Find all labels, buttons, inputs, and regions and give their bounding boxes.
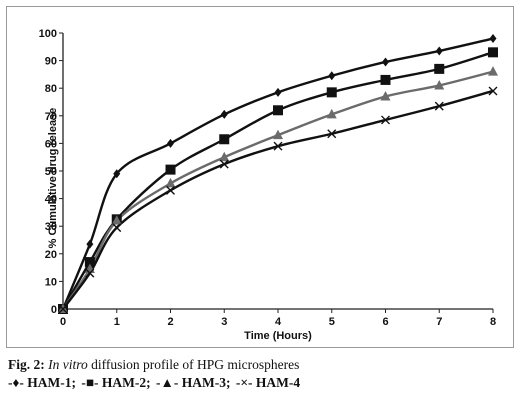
legend-label: HAM-1; xyxy=(27,375,76,390)
data-point-ham-2 xyxy=(165,164,176,175)
x-tick-label: 4 xyxy=(275,316,282,328)
caption-figure-label: Fig. 2: xyxy=(8,357,45,372)
legend-label: HAM-3; xyxy=(181,375,231,390)
x-tick-label: 7 xyxy=(436,316,442,328)
data-point-ham-1 xyxy=(113,169,121,179)
y-tick-label: 0 xyxy=(51,304,57,316)
data-point-ham-4 xyxy=(327,129,337,139)
data-point-ham-2 xyxy=(219,134,230,145)
data-point-ham-3 xyxy=(434,79,445,90)
y-tick-label: 50 xyxy=(45,166,57,178)
data-point-ham-2 xyxy=(434,63,445,74)
data-point-ham-2 xyxy=(326,87,337,98)
legend-symbol-diamond: -♦- xyxy=(8,375,24,390)
data-point-ham-1 xyxy=(382,57,389,67)
data-point-ham-4 xyxy=(112,223,122,233)
data-point-ham-4 xyxy=(273,141,283,151)
series-line-ham-2 xyxy=(61,51,494,310)
data-point-ham-1 xyxy=(167,138,174,148)
series-line-ham-4 xyxy=(62,89,494,310)
legend-item-ham-4: -×- HAM-4 xyxy=(236,375,300,390)
data-point-ham-1 xyxy=(86,239,94,249)
legend-symbol-square: -■- xyxy=(81,375,99,390)
data-point-ham-1 xyxy=(274,87,282,97)
y-tick-label: 30 xyxy=(45,221,57,233)
chart-frame: 0 10 20 30 40 50 60 70 80 90 100 0 1 2 3 4 5 6 7 8 Time (Hou… xyxy=(6,6,514,348)
legend-label: HAM-2; xyxy=(101,375,151,390)
caption-title: Fig. 2: In vitro diffusion profile of HP… xyxy=(8,356,518,374)
data-point-ham-4 xyxy=(166,185,175,195)
x-tick-label: 3 xyxy=(221,316,227,328)
figure-caption: Fig. 2: In vitro diffusion profile of HP… xyxy=(8,356,518,392)
data-point-ham-4 xyxy=(85,268,95,278)
y-tick-label: 20 xyxy=(45,249,57,261)
y-tick-label: 80 xyxy=(45,83,57,95)
x-tick-label: 1 xyxy=(114,316,120,328)
data-point-ham-4 xyxy=(219,159,229,169)
legend-symbol-triangle: -▲- xyxy=(156,375,179,390)
y-tick-label: 70 xyxy=(45,111,57,123)
legend-symbol-cross: -×- xyxy=(235,375,253,390)
x-tick-label: 5 xyxy=(329,316,335,328)
x-tick-label: 0 xyxy=(60,316,66,328)
legend-item-ham-2: -■- HAM-2; xyxy=(81,375,150,390)
data-point-ham-3 xyxy=(219,151,230,162)
y-tick-label: 60 xyxy=(45,138,57,150)
y-tick-label: 90 xyxy=(45,56,57,68)
caption-legend: -♦- HAM-1; -■- HAM-2; -▲- HAM-3; -×- HAM… xyxy=(8,374,518,392)
x-tick-label: 6 xyxy=(382,316,388,328)
data-point-ham-4 xyxy=(434,101,444,111)
y-tick-label: 100 xyxy=(39,28,57,40)
data-point-ham-2 xyxy=(84,257,95,268)
legend-label: HAM-4 xyxy=(255,375,301,390)
data-point-ham-1 xyxy=(435,46,443,56)
caption-italic-text: In vitro xyxy=(48,357,88,372)
data-point-ham-4 xyxy=(488,86,498,96)
data-point-ham-1 xyxy=(220,109,228,119)
data-point-ham-3 xyxy=(380,90,391,101)
data-point-ham-3 xyxy=(111,215,122,225)
data-point-ham-2 xyxy=(273,105,283,116)
data-point-ham-1 xyxy=(328,71,336,81)
data-point-ham-3 xyxy=(165,177,176,188)
x-axis-label: Time (Hours) xyxy=(244,330,312,342)
data-point-ham-2 xyxy=(488,47,498,58)
x-tick-label: 2 xyxy=(167,316,173,328)
data-point-ham-4 xyxy=(381,115,390,125)
line-chart: 0 10 20 30 40 50 60 70 80 90 100 0 1 2 3 4 5 6 7 8 Time (Hou… xyxy=(39,28,498,342)
data-point-ham-3 xyxy=(326,108,337,119)
y-axis-label: % Cumulative drug release xyxy=(47,107,59,249)
series-line-ham-3 xyxy=(62,70,494,310)
x-tick-label: 8 xyxy=(490,316,496,328)
data-point-ham-3 xyxy=(488,66,498,76)
caption-text: diffusion profile of HPG microspheres xyxy=(87,357,300,372)
y-tick-label: 10 xyxy=(45,276,57,288)
legend-item-ham-3: -▲- HAM-3; xyxy=(156,375,230,390)
data-point-ham-3 xyxy=(273,129,283,140)
series-line-ham-1 xyxy=(61,37,494,310)
data-point-ham-4 xyxy=(58,304,68,314)
legend-item-ham-1: -♦- HAM-1; xyxy=(8,375,76,390)
y-tick-label: 40 xyxy=(45,194,57,206)
data-point-ham-2 xyxy=(380,74,391,85)
data-point-ham-1 xyxy=(489,34,497,44)
